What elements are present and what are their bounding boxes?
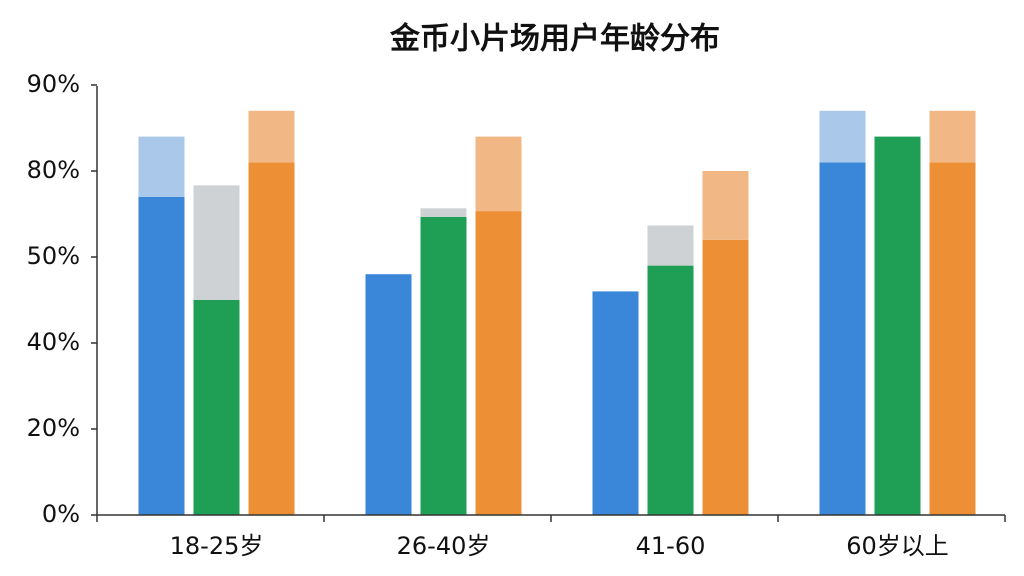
bar <box>702 239 749 516</box>
bar-top <box>475 136 522 212</box>
x-tick-label: 18-25岁 <box>170 532 264 560</box>
bar <box>592 291 639 515</box>
bar-top <box>420 208 467 217</box>
y-tick-label: 40% <box>27 328 80 356</box>
bar <box>647 265 694 515</box>
x-tick-label: 60岁以上 <box>846 532 949 560</box>
bar-top <box>702 171 749 240</box>
bar <box>365 274 412 515</box>
bar <box>475 211 522 515</box>
bar <box>420 216 467 515</box>
bar <box>929 162 976 515</box>
bar <box>138 196 185 516</box>
bar-top <box>193 185 240 300</box>
y-tick-label: 0% <box>42 500 80 528</box>
bar-top <box>138 136 185 197</box>
bar-top <box>647 225 694 266</box>
y-tick-label: 20% <box>27 414 80 442</box>
y-tick-label: 90% <box>27 70 80 98</box>
bar <box>819 162 866 515</box>
chart-title: 金币小片场用户年龄分布 <box>389 22 720 57</box>
bar <box>248 162 295 515</box>
bar <box>874 136 921 515</box>
y-tick-label: 80% <box>27 156 80 184</box>
bar-top <box>929 110 976 163</box>
bar <box>193 300 240 515</box>
bar-top <box>248 110 295 163</box>
x-tick-label: 26-40岁 <box>397 532 491 560</box>
bar-top <box>819 110 866 163</box>
y-tick-label: 50% <box>27 242 80 270</box>
x-tick-label: 41-60 <box>636 532 706 560</box>
